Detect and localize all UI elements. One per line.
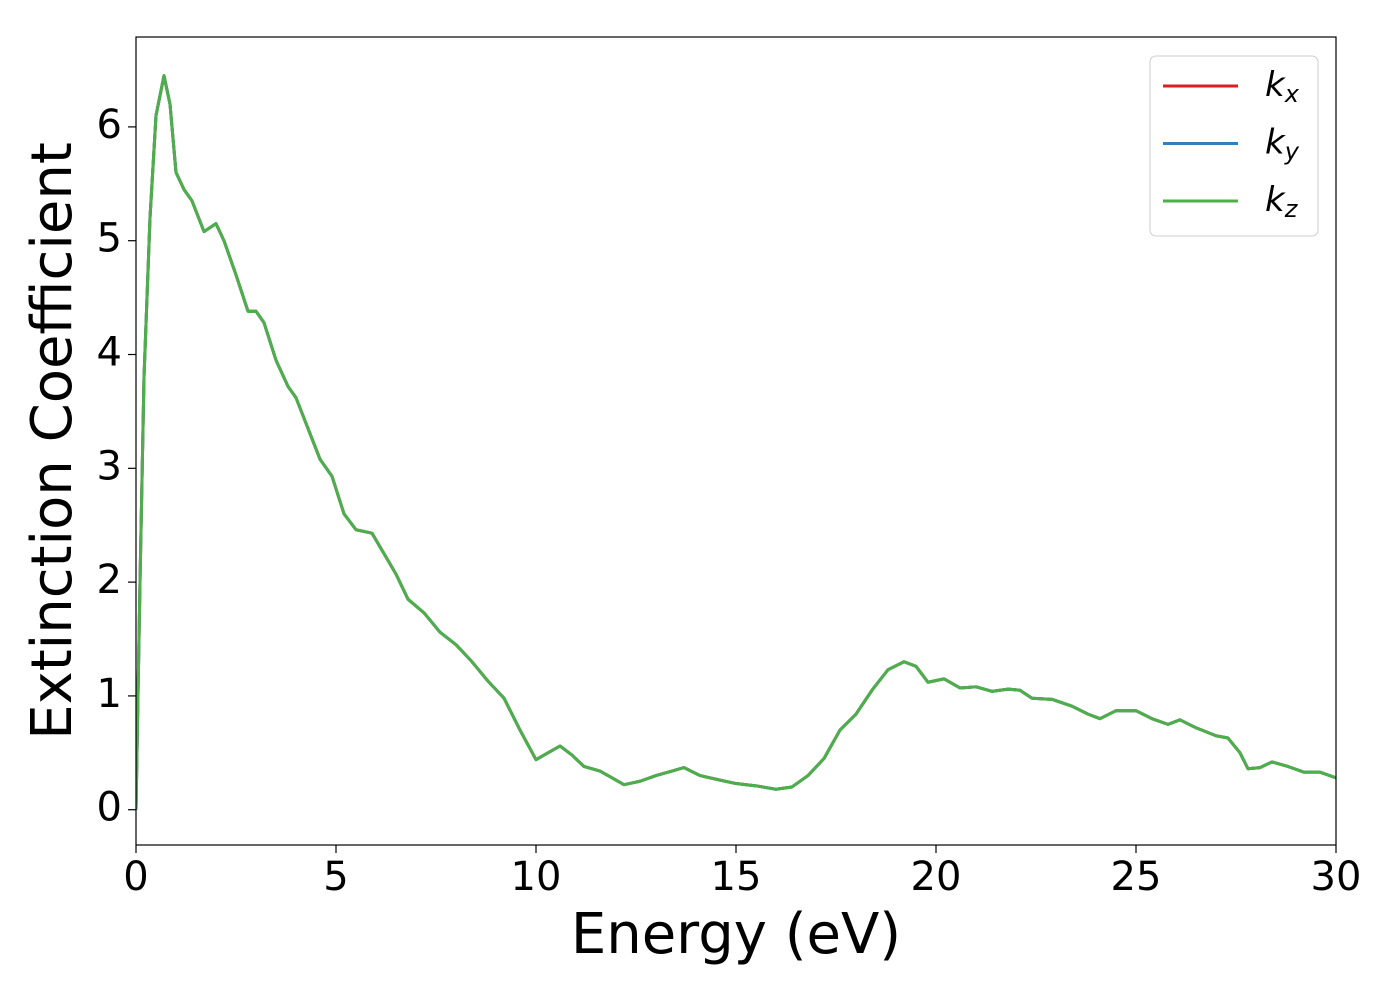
y-tick-label: 3: [97, 443, 122, 489]
x-tick-label: 30: [1311, 854, 1362, 900]
x-axis-label: Energy (eV): [571, 902, 901, 967]
y-tick-label: 6: [97, 102, 122, 148]
plot-frame: [135, 36, 1337, 846]
legend-box: [1149, 55, 1319, 237]
x-tick-label: 10: [511, 854, 562, 900]
legend-label-sub: x: [1284, 80, 1300, 108]
y-tick-label: 5: [97, 216, 122, 262]
legend-label-sub: y: [1284, 138, 1300, 166]
legend-label-main: k: [1265, 122, 1286, 162]
line-series: [136, 74, 1336, 810]
x-tick-label: 0: [123, 854, 148, 900]
legend-label-main: k: [1265, 65, 1286, 105]
x-tick-label: 15: [711, 854, 762, 900]
y-tick-label: 4: [97, 330, 122, 376]
legend-label-main: k: [1265, 180, 1286, 220]
legend-label: ky: [1265, 122, 1300, 166]
legend-label-sub: z: [1284, 195, 1299, 223]
y-axis-label: Extinction Coefficient: [20, 142, 85, 740]
y-tick-label: 2: [97, 557, 122, 603]
y-tick-label: 0: [97, 785, 122, 831]
legend-label: kz: [1265, 180, 1299, 224]
x-tick-label: 25: [1111, 854, 1162, 900]
legend-label: kx: [1265, 65, 1300, 109]
x-tick-label: 5: [323, 854, 348, 900]
x-tick-label: 20: [911, 854, 962, 900]
y-tick-label: 1: [97, 671, 122, 717]
